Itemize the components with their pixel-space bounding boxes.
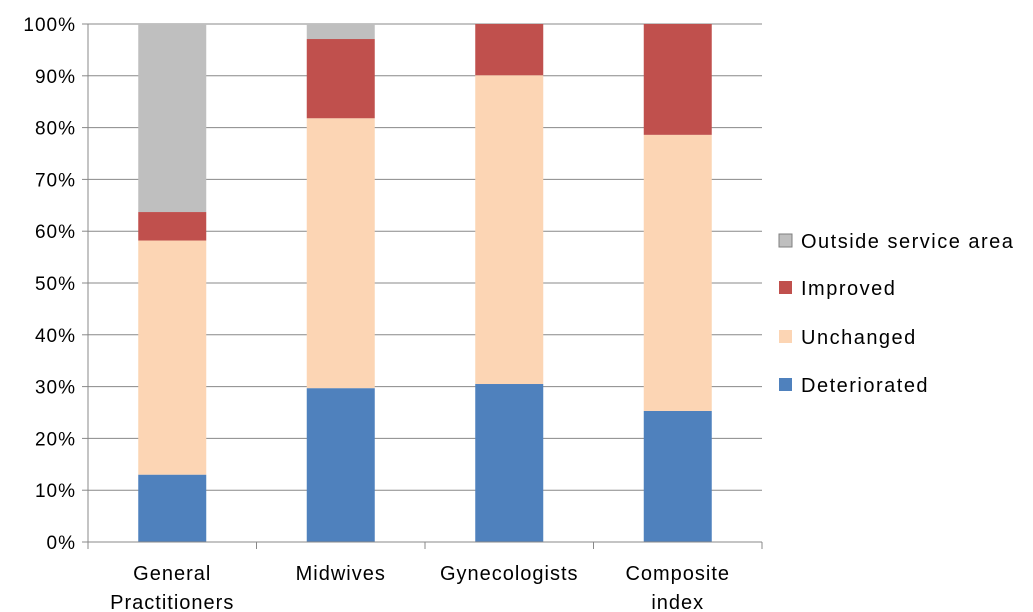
legend-label-deteriorated: Deteriorated [801,375,929,397]
category-label-composite-index: Composite index [625,563,730,612]
category-label-gynecologists: Gynecologists [440,563,579,585]
bar-segment-unchanged-midwives [306,118,375,389]
legend: Outside service area Improved Unchanged Det… [778,231,1014,397]
category-label-general-practitioners: General Practitioners [110,563,234,612]
bar-segment-deteriorated-midwives [306,388,375,542]
legend-label-unchanged: Unchanged [801,327,917,349]
bar-segment-unchanged-gynecologists [475,75,544,385]
bar-segment-unchanged-general-practitioners [138,240,207,475]
y-tick-label: 20% [35,429,76,450]
y-tick-label: 10% [35,481,76,502]
y-tick-label: 70% [35,170,76,191]
y-tick-label: 100% [23,15,76,36]
bar-segment-deteriorated-general-practitioners [138,474,207,542]
legend-swatch-unchanged [779,330,792,343]
y-tick-label: 30% [35,378,76,399]
bar-segment-improved-composite-index [643,24,712,135]
bar-segment-deteriorated-composite-index [643,410,712,542]
y-tick-label: 40% [35,326,76,347]
legend-swatch-improved [779,281,792,294]
bar-segment-unchanged-composite-index [643,134,712,411]
legend-swatch-deteriorated [779,378,792,391]
legend-swatch-outside-service-area [778,233,793,248]
bar-segment-improved-general-practitioners [138,212,207,241]
bar-segment-improved-gynecologists [475,24,544,76]
axes [82,23,763,549]
y-tick-label: 0% [47,533,76,554]
y-tick-labels: 0% 10% 20% 30% 40% 50% 60% 70% 80% 90% 100% [23,15,76,554]
bars [138,24,712,542]
legend-label-outside-service-area: Outside service area [801,231,1014,253]
category-labels: General Practitioners Midwives Gynecologist… [110,563,730,612]
y-tick-label: 80% [35,119,76,140]
y-tick-label: 60% [35,222,76,243]
bar-segment-outside-service-area-midwives [306,24,375,40]
legend-label-improved: Improved [801,278,896,300]
category-label-midwives: Midwives [296,563,386,585]
bar-segment-deteriorated-gynecologists [475,384,544,542]
y-tick-label: 90% [35,67,76,88]
bar-segment-improved-midwives [306,39,375,119]
bar-segment-outside-service-area-general-practitioners [138,24,207,213]
y-tick-label: 50% [35,274,76,295]
